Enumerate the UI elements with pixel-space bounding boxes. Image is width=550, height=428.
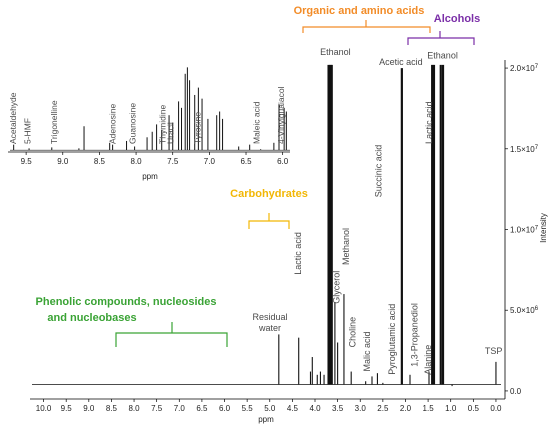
main-x-ticks: 10.0 9.5 9.0 8.5 8.0 7.5 7.0 6.5 6.0 5.5 5.0 4.5 4.0… [36, 399, 502, 413]
alcohols-brace [407, 31, 475, 45]
peak-label: Glycerol [332, 271, 342, 304]
residual-water-label: Residual water [252, 312, 287, 333]
peak-label: Lactic acid [424, 101, 434, 144]
main-x-tick-label: 3.5 [332, 404, 344, 413]
main-x-tick-label: 6.0 [219, 404, 231, 413]
main-y-axis-label: Intensity [539, 213, 548, 243]
main-plot: 10.0 9.5 9.0 8.5 8.0 7.5 7.0 6.5 6.0 5.5 5.0 4.5 4.0… [30, 47, 548, 424]
inset-peak-label: Thymidine [157, 105, 167, 144]
main-x-tick-label: 7.5 [151, 404, 163, 413]
inset-plot: 9.5 9.0 8.5 8.0 7.5 7.0 6.5 6.0 ppm Acetaldehyd… [8, 67, 290, 181]
inset-peak-label: Acetaldehyde [8, 92, 18, 144]
inset-peak-label: Trigonelline [49, 100, 59, 144]
group-label-alcohols: Alcohols [434, 13, 480, 25]
inset-peak-label: Guanosine [127, 103, 137, 144]
phenolic-brace [115, 322, 228, 347]
main-x-tick-label: 0.0 [490, 404, 502, 413]
inset-peak-label: Maleic acid [251, 101, 261, 144]
main-x-tick-label: 1.5 [423, 404, 435, 413]
inset-x-tick-label: 9.5 [21, 157, 33, 166]
peak-label: Malic acid [362, 332, 372, 372]
inset-x-tick-label: 6.5 [240, 157, 252, 166]
main-x-tick-label: 2.5 [377, 404, 389, 413]
main-y-tick-label: 2.0×107 [510, 64, 539, 73]
main-x-tick-label: 5.5 [242, 404, 254, 413]
main-x-axis-label: ppm [258, 415, 274, 424]
peak-label: Succinic acid [373, 145, 383, 198]
main-y-tick-label: 1.5×107 [510, 145, 539, 154]
inset-x-ticks: 9.5 9.0 8.5 8.0 7.5 7.0 6.5 6.0 [21, 152, 289, 166]
main-y-tick-label: 5.0×106 [510, 306, 539, 315]
inset-peak-label: Adenosine [108, 104, 118, 144]
peak-label: Pyroglutamic acid [387, 304, 397, 375]
inset-peak-label: 5-HMF [23, 118, 33, 144]
main-spectrum [32, 64, 501, 387]
inset-peak-label: Uracil [166, 122, 176, 144]
main-x-tick-label: 1.0 [445, 404, 457, 413]
peak-label: Choline [348, 317, 358, 348]
main-x-tick-label: 0.5 [468, 404, 480, 413]
main-x-tick-label: 8.5 [106, 404, 118, 413]
residual-water-label-line2: water [258, 323, 281, 333]
main-y-tick-label: 0.0 [510, 387, 522, 396]
peak-label: Ethanol [320, 47, 351, 57]
inset-x-tick-label: 7.0 [204, 157, 216, 166]
group-label-organic: Organic and amino acids [294, 5, 425, 17]
main-peak-labels: Ethanol Acetic acid Ethanol Lactic acid Succ… [293, 47, 503, 375]
inset-peak-label: 4-Vinylguaiacol [276, 86, 286, 144]
inset-spectrum [10, 67, 290, 151]
inset-x-tick-label: 9.0 [57, 157, 69, 166]
organic-brace [302, 20, 431, 33]
main-x-tick-label: 9.5 [61, 404, 73, 413]
inset-peak-label: Tyrosine [193, 112, 203, 144]
peak-label: Acetic acid [379, 57, 423, 67]
group-label-carbohydrates: Carbohydrates [230, 188, 308, 200]
main-x-tick-label: 9.0 [83, 404, 95, 413]
main-x-tick-label: 3.0 [355, 404, 367, 413]
main-x-tick-label: 4.0 [309, 404, 321, 413]
main-x-tick-label: 6.5 [196, 404, 208, 413]
main-x-tick-label: 10.0 [36, 404, 52, 413]
peak-label: Ethanol [427, 50, 458, 60]
carbohydrates-brace [248, 213, 290, 229]
group-label-phenolic-line2: and nucleobases [47, 312, 136, 324]
peak-label: Lactic acid [293, 232, 303, 275]
main-x-tick-label: 4.5 [287, 404, 299, 413]
inset-x-tick-label: 7.5 [167, 157, 179, 166]
residual-water-label-line1: Residual [252, 312, 287, 322]
peak-label: Methanol [341, 228, 351, 265]
peak-label: TSP [485, 346, 503, 356]
group-label-phenolic-line1: Phenolic compounds, nucleosides [36, 296, 217, 308]
group-annotations: Organic and amino acids Alcohols Carbohy… [36, 5, 480, 347]
main-x-tick-label: 8.0 [128, 404, 140, 413]
main-y-tick-label: 1.0×107 [510, 226, 539, 235]
peak-label: 1,3-Propanediol [410, 303, 420, 367]
inset-x-axis-label: ppm [142, 172, 158, 181]
main-x-tick-label: 7.0 [174, 404, 186, 413]
main-x-tick-label: 2.0 [400, 404, 412, 413]
peak-label: Alanine [423, 345, 433, 375]
inset-peak-labels: Acetaldehyde 5-HMF Trigonelline Adenosine Gu… [8, 86, 286, 144]
inset-x-tick-label: 8.0 [131, 157, 143, 166]
main-x-tick-label: 5.0 [264, 404, 276, 413]
inset-x-tick-label: 6.0 [277, 157, 289, 166]
main-y-ticks: 0.0 5.0×106 1.0×107 1.5×107 2.0×107 [505, 64, 539, 396]
inset-x-tick-label: 8.5 [94, 157, 106, 166]
